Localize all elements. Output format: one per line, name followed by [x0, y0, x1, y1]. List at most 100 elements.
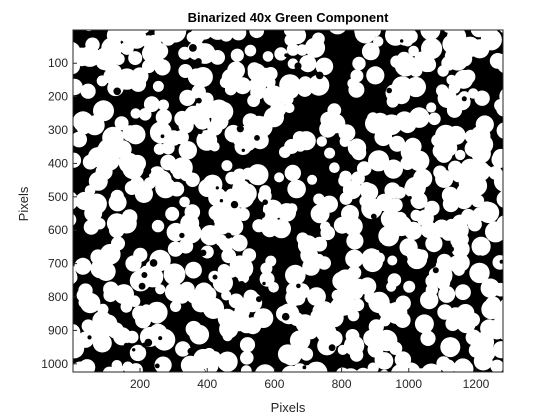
white-blob: [455, 284, 471, 301]
white-blob: [141, 304, 152, 315]
white-blob: [74, 257, 92, 275]
white-blob: [499, 30, 503, 33]
white-blob: [493, 170, 503, 192]
white-blob: [442, 34, 462, 54]
white-blob: [240, 351, 254, 365]
ring-hole: [212, 274, 218, 280]
ring-hole: [256, 296, 262, 303]
white-blob: [415, 368, 429, 372]
white-blob: [297, 235, 318, 255]
white-blob: [202, 297, 225, 319]
x-tick-label: 600: [264, 377, 284, 391]
white-blob: [456, 304, 475, 322]
white-blob: [247, 94, 260, 107]
ring-hole: [149, 259, 158, 267]
white-blob: [379, 315, 391, 327]
white-blob: [227, 61, 246, 80]
plot-title: Binarized 40x Green Component: [187, 10, 389, 25]
white-blob: [433, 165, 447, 180]
ring-hole: [284, 53, 289, 58]
white-blob: [474, 90, 490, 106]
white-blob: [349, 348, 364, 362]
white-blob: [445, 316, 461, 332]
white-blob: [485, 296, 501, 313]
white-blob: [408, 45, 419, 57]
white-blob: [100, 243, 121, 265]
y-tick-label: 100: [48, 56, 68, 70]
white-blob: [358, 277, 377, 296]
white-blob: [231, 257, 254, 280]
white-blob: [189, 327, 204, 341]
white-blob: [208, 205, 224, 221]
white-blob: [80, 83, 96, 99]
white-blob: [178, 141, 197, 160]
white-blob: [440, 337, 461, 358]
white-blob: [73, 131, 87, 148]
ring-hole: [123, 342, 130, 349]
white-blob: [307, 174, 318, 185]
white-blob: [400, 156, 415, 171]
ring-hole: [296, 283, 301, 289]
white-blob: [96, 261, 116, 281]
white-blob: [356, 367, 371, 372]
x-tick-label: 1200: [463, 377, 490, 391]
white-blob: [221, 160, 233, 172]
y-tick-label: 900: [48, 323, 68, 337]
white-blob: [379, 369, 389, 372]
white-blob: [329, 30, 346, 35]
ring-hole: [378, 246, 385, 253]
ring-hole: [499, 259, 503, 264]
ring-hole: [408, 348, 414, 354]
ring-hole: [189, 44, 197, 52]
white-blob: [270, 101, 287, 118]
white-blob: [161, 141, 175, 155]
ring-hole: [158, 336, 163, 341]
white-blob: [487, 221, 499, 233]
white-blob: [234, 138, 252, 155]
white-blob: [299, 55, 317, 73]
white-blob: [113, 284, 134, 305]
white-blob: [236, 207, 250, 221]
white-blob: [473, 134, 494, 155]
white-blob: [274, 47, 288, 61]
white-blob: [198, 179, 217, 197]
ring-hole: [400, 39, 404, 43]
white-blob: [469, 262, 490, 284]
white-blob: [149, 121, 172, 144]
white-blob: [410, 192, 428, 209]
white-blob: [179, 168, 193, 182]
white-blob: [200, 225, 221, 246]
white-blob: [228, 293, 244, 309]
white-blob: [88, 171, 108, 191]
white-blob: [375, 193, 394, 212]
white-blob: [75, 191, 94, 211]
white-blob: [299, 347, 314, 361]
white-blob: [73, 272, 78, 284]
white-blob: [442, 195, 459, 213]
white-blob: [261, 214, 279, 232]
white-blob: [496, 53, 503, 74]
white-blob: [143, 96, 160, 113]
white-blob: [345, 249, 364, 268]
ring-hole: [154, 363, 160, 369]
white-blob: [492, 255, 503, 270]
white-blob: [149, 166, 166, 183]
x-tick-label: 1000: [395, 377, 422, 391]
ring-hole: [160, 134, 165, 139]
ring-hole: [254, 135, 260, 141]
ring-hole: [225, 232, 232, 239]
white-blob: [455, 149, 466, 161]
white-blob: [319, 120, 337, 138]
white-blob: [102, 366, 117, 372]
ring-hole: [410, 297, 416, 303]
white-blob: [186, 31, 198, 43]
white-blob: [365, 113, 386, 134]
x-axis-label: Pixels: [270, 400, 306, 415]
white-blob: [351, 298, 365, 312]
white-blob: [343, 216, 363, 236]
ring-hole: [370, 213, 377, 220]
white-blob: [313, 193, 325, 205]
white-blob: [361, 42, 380, 61]
white-blob: [187, 68, 206, 86]
white-blob: [128, 51, 143, 66]
